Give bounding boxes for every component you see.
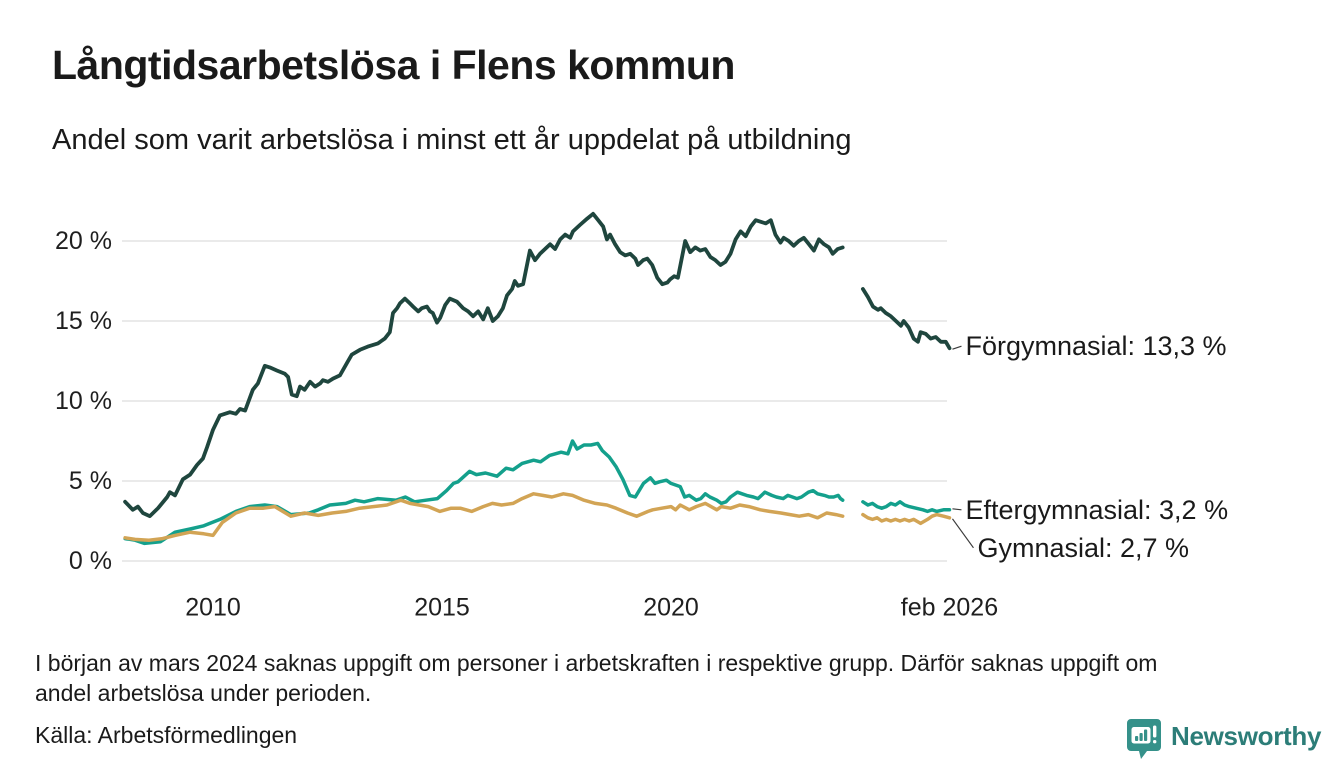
newsworthy-logo-icon <box>1127 719 1161 759</box>
footnote-line-2: andel arbetslösa under perioden. <box>35 680 372 706</box>
page-subtitle: Andel som varit arbetslösa i minst ett å… <box>52 124 852 156</box>
series-eftergymnasial: Eftergymnasial: 3,2 % <box>123 439 1228 546</box>
annotation-connector-f-rgymnasial <box>952 345 962 350</box>
x-tick-label: 2015 <box>414 594 470 622</box>
annotation-connector-gymnasial <box>951 518 974 549</box>
chart-footnote: I början av mars 2024 saknas uppgift om … <box>35 648 1157 708</box>
series-segment-eftergymnasial <box>861 500 952 514</box>
series-gymnasial: Gymnasial: 2,7 % <box>123 492 1189 563</box>
series-f-rgymnasial: Förgymnasial: 13,3 % <box>123 211 1227 519</box>
y-tick-label: 5 % <box>69 467 112 495</box>
source-credit: Källa: Arbetsförmedlingen <box>35 722 298 748</box>
y-tick-label: 0 % <box>69 547 112 575</box>
series-segment-gymnasial <box>861 512 952 526</box>
y-axis-labels: 20 % 15 % 10 % 5 % 0 % <box>55 227 112 575</box>
annotation-label-eftergymnasial: Eftergymnasial: 3,2 % <box>965 495 1228 525</box>
annotation-label-f-rgymnasial: Förgymnasial: 13,3 % <box>965 331 1226 361</box>
newsworthy-logo: Newsworthy <box>1126 718 1321 760</box>
series-segment-f-rgymnasial <box>123 211 845 519</box>
y-gridlines <box>122 240 947 562</box>
newsworthy-logo-text: Newsworthy <box>1171 721 1322 751</box>
y-tick-label: 15 % <box>55 307 112 335</box>
annotation-connector-eftergymnasial <box>952 508 962 511</box>
y-tick-label: 20 % <box>55 227 112 255</box>
series-segment-gymnasial <box>123 492 845 542</box>
page-title: Långtidsarbetslösa i Flens kommun <box>52 42 735 88</box>
x-tick-label: 2020 <box>643 594 699 622</box>
x-axis-labels: 2010 2015 2020 feb 2026 <box>185 594 998 622</box>
y-tick-label: 10 % <box>55 387 112 415</box>
series-segment-eftergymnasial <box>123 439 845 546</box>
x-tick-label: 2010 <box>185 594 241 622</box>
series-segment-f-rgymnasial <box>861 287 952 351</box>
x-tick-label: feb 2026 <box>901 594 998 622</box>
annotation-label-gymnasial: Gymnasial: 2,7 % <box>977 533 1189 563</box>
footnote-line-1: I början av mars 2024 saknas uppgift om … <box>35 650 1158 676</box>
